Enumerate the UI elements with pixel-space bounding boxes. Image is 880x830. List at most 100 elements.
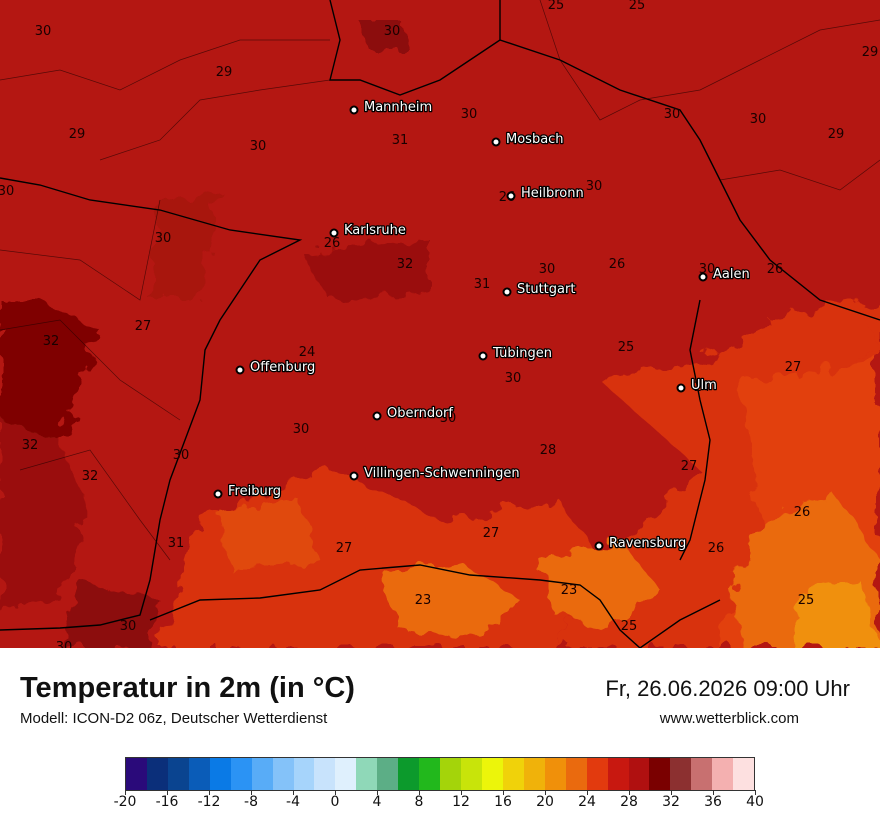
forecast-datetime: Fr, 26.06.2026 09:00 Uhr: [605, 676, 850, 701]
temperature-value: 24: [694, 380, 711, 395]
city-dot-icon: [698, 272, 708, 282]
scale-tick-mark: [461, 790, 462, 795]
city-marker[interactable]: Aalen: [698, 266, 751, 283]
scale-color-cell: [251, 758, 273, 790]
scale-color-cell: [544, 758, 566, 790]
temperature-value: 26: [767, 262, 784, 277]
city-label: Aalen: [713, 267, 750, 282]
city-dot-icon: [506, 191, 516, 201]
scale-tick-label: 28: [620, 794, 638, 810]
city-dot-icon: [329, 228, 339, 238]
city-marker[interactable]: Ravensburg: [594, 535, 688, 552]
scale-color-cell: [230, 758, 252, 790]
city-marker[interactable]: Offenburg: [235, 359, 317, 376]
temperature-value: 26: [794, 505, 811, 520]
scale-color-cell: [565, 758, 587, 790]
city-marker[interactable]: Oberndorf: [372, 405, 455, 422]
scale-color-cell: [440, 758, 461, 790]
temperature-value: 29: [69, 127, 86, 142]
temperature-value: 30: [384, 24, 401, 39]
city-markers: Mannheim Mosbach Heilbronn Karlsruhe Aalen St…: [213, 99, 751, 552]
model-source: Modell: ICON-D2 06z, Deutscher Wetterdie…: [20, 710, 328, 727]
temperature-value: 30: [35, 24, 52, 39]
scale-tick-label: 20: [536, 794, 554, 810]
scale-color-cell: [146, 758, 168, 790]
temperature-value: 30: [664, 107, 681, 122]
temperature-value: 25: [621, 619, 638, 634]
city-label: Villingen-Schwenningen: [364, 466, 520, 481]
map-title: Temperatur in 2m (in °C): [20, 672, 355, 704]
scale-tick-mark: [209, 790, 210, 795]
city-marker[interactable]: Ulm: [676, 377, 718, 394]
temperature-value: 26: [708, 541, 725, 556]
city-marker[interactable]: Karlsruhe: [329, 222, 407, 239]
temperature-value: 26: [609, 257, 626, 272]
scale-color-cell: [523, 758, 545, 790]
scale-color-cell: [293, 758, 315, 790]
temperature-value: 23: [415, 593, 432, 608]
scale-color-cell: [377, 758, 399, 790]
scale-color-cell: [691, 758, 713, 790]
scale-tick-label: 0: [330, 794, 340, 810]
temperature-value: 26: [324, 236, 341, 251]
city-marker[interactable]: Villingen-Schwenningen: [349, 465, 521, 482]
temperature-value: 30: [461, 107, 478, 122]
scale-tick-label: 36: [704, 794, 722, 810]
temperature-value: 30: [0, 184, 14, 199]
temperature-value: 31: [168, 536, 185, 551]
scale-color-cell: [502, 758, 524, 790]
temperature-value: 32: [397, 257, 414, 272]
temperature-value: 30: [155, 231, 172, 246]
city-marker[interactable]: Freiburg: [213, 483, 282, 500]
scale-tick-mark: [713, 790, 714, 795]
scale-tick-label: -20: [113, 794, 137, 810]
city-label: Karlsruhe: [344, 223, 406, 238]
city-dot-icon: [594, 541, 604, 551]
color-scale: [125, 757, 755, 791]
city-dot-icon: [372, 411, 382, 421]
temperature-value: 30: [750, 112, 767, 127]
scale-color-cell: [670, 758, 692, 790]
temperature-zones: [0, 20, 880, 648]
temperature-value: 28: [540, 443, 557, 458]
temperature-value: 27: [135, 319, 152, 334]
city-dot-icon: [349, 105, 359, 115]
scale-tick-mark: [377, 790, 378, 795]
scale-color-cell: [586, 758, 608, 790]
scale-color-cell: [628, 758, 650, 790]
scale-tick-label: 16: [494, 794, 512, 810]
temperature-value: 31: [474, 277, 491, 292]
border-lines: [0, 0, 880, 648]
temperature-values: 30 30 25 25 29 29 30 30 30 29 31 29 30 30 30 26 30 26 32 30…: [0, 0, 878, 648]
city-marker[interactable]: Mannheim: [349, 99, 433, 116]
city-label: Tübingen: [492, 346, 552, 361]
city-label: Mannheim: [364, 100, 432, 115]
temperature-value: 24: [299, 345, 316, 360]
scale-color-cell: [712, 758, 734, 790]
scale-tick-mark: [545, 790, 546, 795]
scale-tick-label: 12: [452, 794, 470, 810]
map-canvas: 30 30 25 25 29 29 30 30 30 29 31 29 30 30 30 26 30 26 32 30…: [0, 0, 880, 648]
scale-tick-mark: [587, 790, 588, 795]
city-marker[interactable]: Heilbronn: [506, 185, 585, 202]
scale-tick-mark: [251, 790, 252, 795]
temperature-value: 32: [43, 334, 60, 349]
city-label: Ravensburg: [609, 536, 686, 551]
temperature-value: 32: [82, 469, 99, 484]
scale-color-cell: [398, 758, 420, 790]
temperature-value: 30: [56, 640, 73, 648]
scale-ticks: -20 -16 -12 -8 -4 0 4 8 12 16 20 24 28 32 36 40: [114, 790, 764, 818]
temperature-value: 30: [173, 448, 190, 463]
city-label: Oberndorf: [387, 406, 453, 421]
website-link[interactable]: www.wetterblick.com: [659, 710, 799, 727]
scale-tick-label: 24: [578, 794, 596, 810]
map-footer: Temperatur in 2m (in °C) Modell: ICON-D2…: [0, 648, 880, 830]
scale-color-cell: [335, 758, 357, 790]
temperature-value: 32: [22, 438, 39, 453]
temperature-value: 30: [120, 619, 137, 634]
city-marker[interactable]: Tübingen: [478, 345, 553, 362]
city-marker[interactable]: Mosbach: [491, 131, 565, 148]
scale-color-cell: [419, 758, 441, 790]
scale-color-cell: [461, 758, 482, 790]
city-marker[interactable]: Stuttgart: [502, 281, 577, 298]
